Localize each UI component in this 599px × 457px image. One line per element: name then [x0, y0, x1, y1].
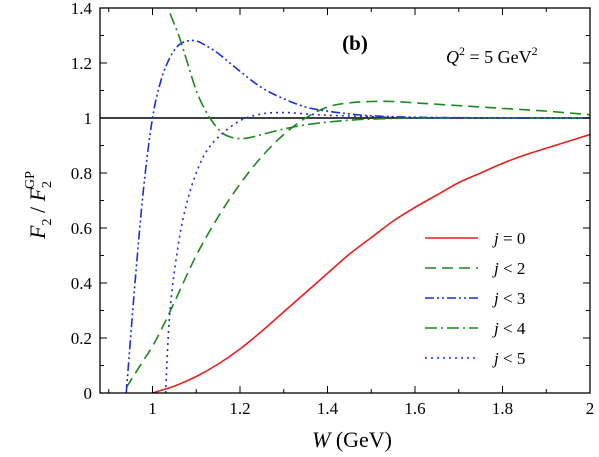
y-axis-label: F2 / F2GP: [23, 171, 55, 240]
series-line-3: [169, 13, 590, 140]
y-ticks: 0 0.2 0.4 0.6 0.8 1 1.2 1.4: [71, 0, 590, 403]
series-line-2: [125, 39, 590, 393]
y-tick-label: 1: [84, 109, 93, 128]
y-tick-label: 0.6: [71, 219, 92, 238]
x-tick-label: 1.8: [492, 399, 513, 418]
x-tick-label: 1.4: [317, 399, 339, 418]
legend-entry-1: j < 2: [492, 259, 525, 278]
y-tick-label: 1.2: [71, 54, 92, 73]
x-ticks: 1 1.2 1.4 1.6 1.8 2: [108, 8, 595, 418]
y-tick-label: 1.4: [71, 0, 93, 18]
x-tick-label: 1.2: [229, 399, 250, 418]
y-tick-label: 0.8: [71, 164, 92, 183]
y-tick-label: 0.2: [71, 329, 92, 348]
series-lines: [125, 13, 590, 393]
x-tick-label: 1.6: [404, 399, 425, 418]
legend: j = 0 j < 2 j < 3 j < 4 j < 5: [425, 229, 526, 368]
q2-annotation: Q2 = 5 GeV2: [446, 44, 538, 67]
y-tick-label: 0: [84, 384, 93, 403]
series-line-0: [152, 133, 590, 393]
y-tick-label: 0.4: [71, 274, 93, 293]
series-line-1: [125, 100, 590, 388]
panel-label: (b): [342, 31, 368, 55]
x-axis-label: W (GeV): [312, 427, 392, 452]
legend-entry-0: j = 0: [492, 229, 525, 248]
legend-entry-4: j < 5: [492, 349, 525, 368]
x-tick-label: 2: [586, 399, 595, 418]
x-tick-label: 1: [148, 399, 157, 418]
legend-entry-3: j < 4: [492, 319, 526, 338]
legend-entry-2: j < 3: [492, 289, 525, 308]
